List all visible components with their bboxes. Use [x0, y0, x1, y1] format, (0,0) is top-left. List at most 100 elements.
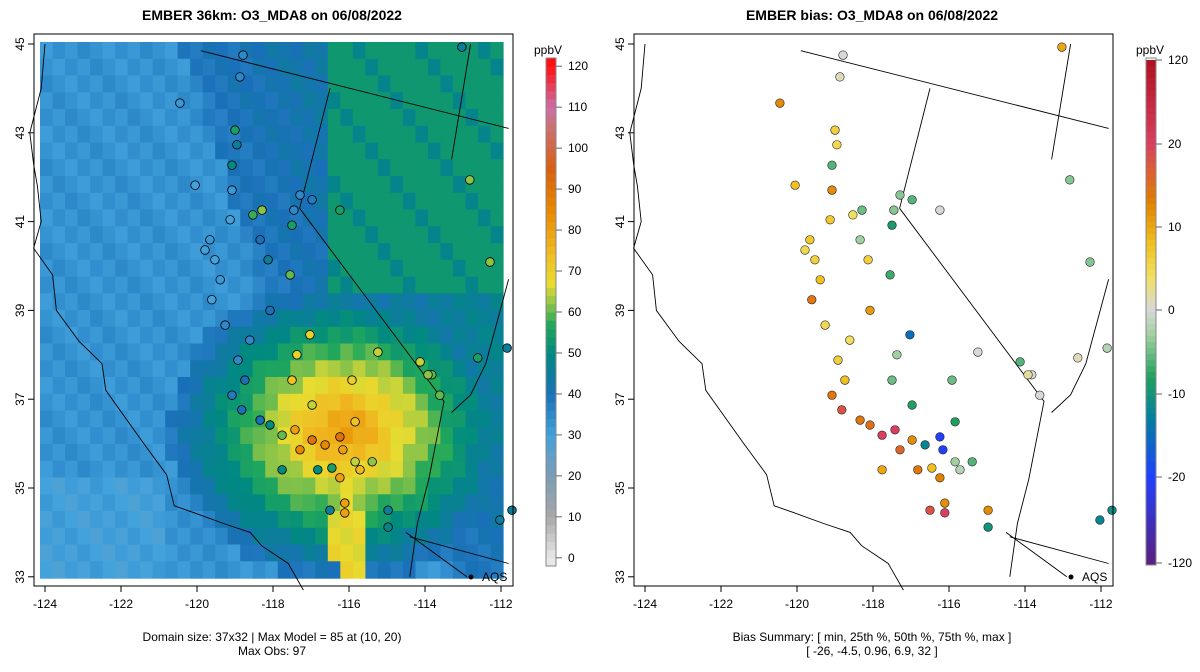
- model-grid-cell: [315, 561, 329, 579]
- model-grid-cell: [390, 460, 404, 479]
- model-grid-cell: [352, 109, 366, 127]
- model-grid-cell: [190, 125, 204, 144]
- model-grid-cell: [127, 544, 141, 562]
- model-grid-cell: [65, 75, 79, 93]
- model-grid-cell: [40, 343, 54, 361]
- colorbar-swatch: [1146, 282, 1156, 289]
- model-grid-cell: [52, 109, 66, 127]
- model-grid-cell: [277, 527, 291, 546]
- model-grid-cell: [277, 310, 291, 328]
- model-grid-cell: [277, 159, 291, 177]
- observation-point: [245, 335, 255, 345]
- model-grid-cell: [427, 511, 441, 529]
- model-grid-cell: [65, 310, 79, 328]
- colorbar-swatch: [1146, 270, 1156, 277]
- model-grid-cell: [427, 276, 441, 294]
- model-grid-cell: [102, 527, 116, 546]
- model-grid-cell: [90, 477, 104, 495]
- model-grid-cell: [315, 511, 329, 529]
- model-grid-cell: [265, 192, 279, 211]
- model-grid-cell: [102, 125, 116, 144]
- model-grid-cell: [290, 410, 304, 428]
- model-grid-cell: [302, 159, 316, 177]
- model-grid-cell: [465, 377, 479, 395]
- model-grid-cell: [40, 259, 54, 278]
- model-grid-cell: [90, 427, 104, 445]
- model-grid-cell: [377, 58, 391, 77]
- model-grid-cell: [227, 527, 241, 546]
- observation-point: [327, 463, 337, 473]
- model-grid-cell: [152, 192, 166, 211]
- model-grid-cell: [352, 142, 366, 160]
- model-grid-cell: [340, 561, 354, 579]
- model-grid-cell: [240, 527, 254, 546]
- model-grid-cell: [77, 377, 91, 395]
- model-grid-cell: [490, 276, 504, 294]
- model-grid-cell: [52, 427, 66, 445]
- colorbar-swatch: [1146, 462, 1156, 469]
- model-grid-cell: [402, 326, 416, 345]
- model-grid-cell: [177, 109, 191, 127]
- model-grid-cell: [140, 477, 154, 495]
- model-grid-cell: [377, 176, 391, 194]
- model-grid-cell: [490, 226, 504, 244]
- model-grid-cell: [440, 360, 454, 378]
- colorbar-swatch: [546, 172, 556, 182]
- model-grid-cell: [352, 527, 366, 546]
- colorbar-swatch: [1146, 534, 1156, 541]
- model-grid-cell: [377, 125, 391, 144]
- bias-colorbar: 120 20 10 0 -10 -20 -120: [1145, 53, 1192, 570]
- bias-footer-line1: Bias Summary: [ min, 25th %, 50th %, 75t…: [733, 630, 1012, 644]
- model-grid-cell: [152, 42, 166, 60]
- model-grid-cell: [452, 176, 466, 194]
- colorbar-swatch: [1146, 396, 1156, 403]
- model-grid-cell: [440, 444, 454, 462]
- colorbar-swatch: [1146, 96, 1156, 103]
- bias-point: [840, 375, 850, 385]
- model-grid-cell: [315, 527, 329, 546]
- model-grid-cell: [465, 276, 479, 294]
- state-borders: [29, 43, 510, 591]
- observation-point: [263, 255, 273, 265]
- model-grid-cell: [340, 109, 354, 127]
- model-grid-cell: [415, 125, 429, 144]
- colorbar-swatch: [1146, 90, 1156, 97]
- model-grid-cell: [215, 427, 229, 445]
- model-grid-cell: [490, 444, 504, 462]
- y-tick-label: 41: [13, 215, 27, 229]
- model-grid-cell: [177, 226, 191, 244]
- observation-point: [355, 465, 365, 475]
- model-grid-cell: [177, 393, 191, 412]
- model-grid-cell: [390, 544, 404, 562]
- model-grid-cell: [452, 393, 466, 412]
- model-grid-cell: [402, 226, 416, 244]
- model-grid-cell: [227, 310, 241, 328]
- model-grid-cell: [352, 444, 366, 462]
- model-grid-cell: [277, 142, 291, 160]
- model-grid-cell: [252, 460, 266, 479]
- colorbar-swatch: [546, 508, 556, 518]
- model-grid-cell: [252, 125, 266, 144]
- model-grid-cell: [415, 494, 429, 512]
- model-grid-cell: [427, 494, 441, 512]
- model-grid-cell: [290, 142, 304, 160]
- model-grid-cell: [165, 444, 179, 462]
- model-grid-cell: [140, 544, 154, 562]
- model-grid-cell: [227, 58, 241, 77]
- colorbar-swatch: [546, 328, 556, 338]
- model-grid-cell: [390, 310, 404, 328]
- model-grid-cell: [377, 444, 391, 462]
- model-grid-cell: [115, 460, 129, 479]
- model-grid-cell: [340, 192, 354, 211]
- model-grid-cell: [265, 125, 279, 144]
- model-grid-cell: [390, 42, 404, 60]
- colorbar-swatch: [546, 197, 556, 206]
- colorbar-swatch: [1146, 78, 1156, 85]
- model-grid-cell: [215, 92, 229, 110]
- colorbar-swatch: [1146, 126, 1156, 133]
- model-grid-cell: [352, 92, 366, 110]
- x-tick-label: -112: [489, 597, 512, 611]
- y-tick-label: 33: [13, 570, 27, 584]
- model-grid-cell: [252, 393, 266, 412]
- model-grid-cell: [302, 460, 316, 479]
